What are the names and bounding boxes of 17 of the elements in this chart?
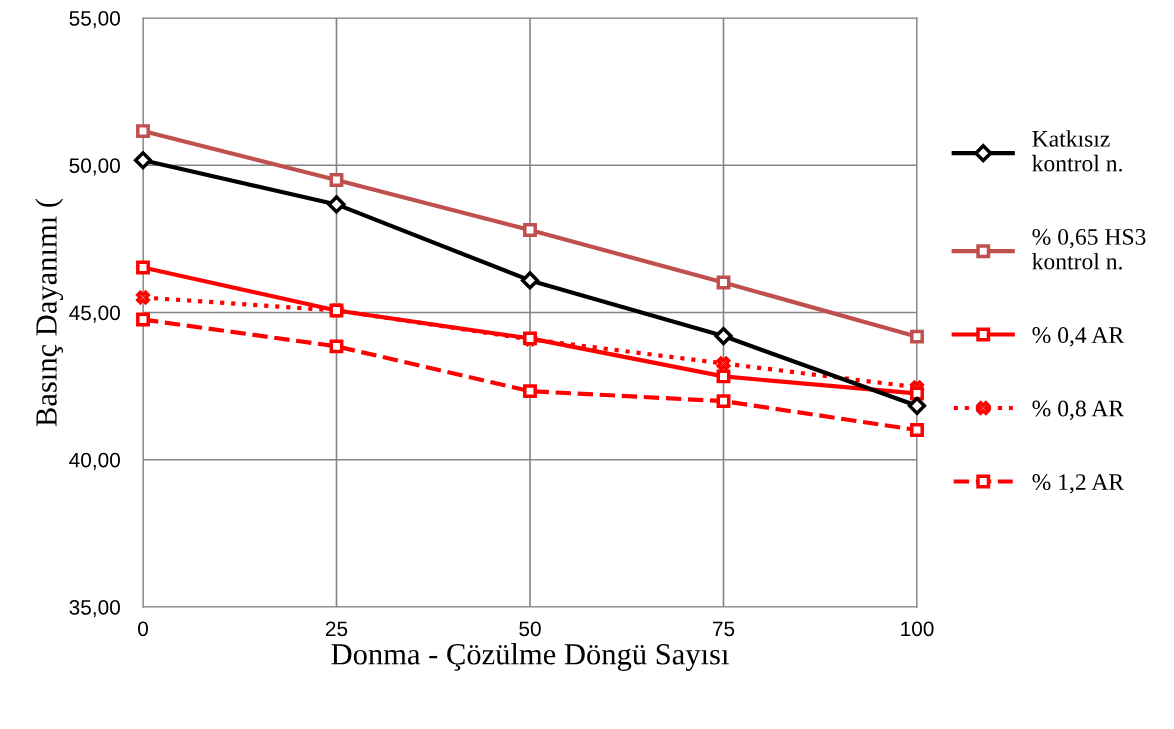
x-tick-label: 0 bbox=[138, 621, 148, 637]
x-tick-label: 50 bbox=[519, 621, 541, 637]
y-axis-title: Basınç Dayanımı ( bbox=[35, 198, 64, 427]
legend-label: % 0,65 HS3 kontrol n. bbox=[1032, 228, 1146, 270]
y-tick-label: 35,00 bbox=[69, 600, 120, 618]
x-tick-label: 75 bbox=[712, 621, 735, 637]
y-tick-label: 40,00 bbox=[69, 452, 120, 470]
y-tick-label: 45,00 bbox=[69, 305, 120, 323]
legend-label: % 0,8 AR bbox=[1032, 400, 1125, 420]
x-tick-label: 25 bbox=[325, 621, 348, 637]
legend-label: Katkısız kontrol n. bbox=[1032, 130, 1122, 172]
y-tick-label: 50,00 bbox=[69, 158, 120, 176]
x-axis-title: Donma - Çözülme Döngü Sayısı bbox=[331, 643, 729, 671]
legend-label: % 1,2 AR bbox=[1032, 474, 1125, 494]
y-tick-label: 55,00 bbox=[69, 11, 120, 29]
legend-label: % 0,4 AR bbox=[1032, 327, 1125, 347]
x-tick-label: 100 bbox=[901, 621, 934, 637]
